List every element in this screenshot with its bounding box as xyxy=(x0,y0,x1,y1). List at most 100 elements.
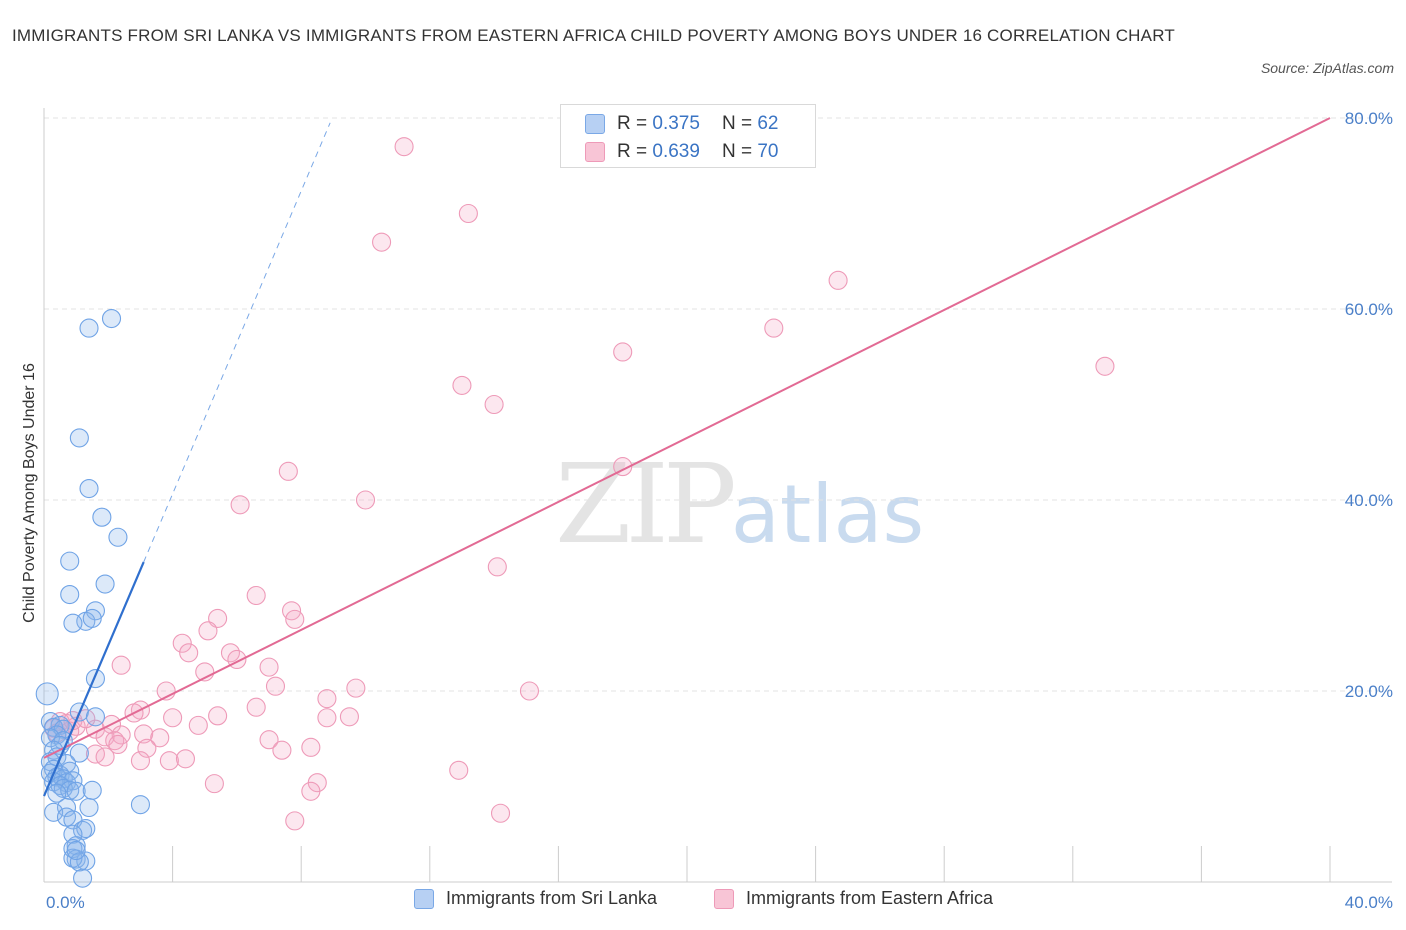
data-point-sri-lanka xyxy=(82,608,102,628)
data-point-eastern-africa xyxy=(278,461,298,481)
data-point-sri-lanka xyxy=(85,601,105,621)
data-point-eastern-africa xyxy=(285,609,305,629)
data-point-eastern-africa xyxy=(355,490,376,510)
data-point-sri-lanka xyxy=(66,781,86,801)
chart-title: IMMIGRANTS FROM SRI LANKA VS IMMIGRANTS … xyxy=(12,26,1175,45)
series-eastern-africa-points xyxy=(44,137,1115,831)
data-point-eastern-africa xyxy=(1095,356,1115,376)
y-axis-label: Child Poverty Among Boys Under 16 xyxy=(21,363,38,623)
y-tick-label: 20.0% xyxy=(1345,682,1393,701)
y-tick-labels: 20.0% 40.0% 60.0% 80.0% xyxy=(1345,109,1393,701)
legend-r-label: R = xyxy=(617,113,648,134)
data-point-eastern-africa xyxy=(285,811,305,831)
data-point-sri-lanka xyxy=(35,682,59,706)
data-point-eastern-africa xyxy=(137,738,157,758)
data-point-eastern-africa xyxy=(150,728,170,748)
legend-swatch-pink xyxy=(585,142,605,162)
trend-lines xyxy=(42,117,1331,797)
data-point-sri-lanka xyxy=(85,707,105,727)
bottom-legend-swatch-pink xyxy=(714,888,734,909)
x-tick-label-min: 0.0% xyxy=(46,893,85,912)
data-point-sri-lanka xyxy=(44,717,64,737)
data-point-eastern-africa xyxy=(487,557,507,577)
legend-swatch-blue xyxy=(585,114,605,134)
data-point-eastern-africa xyxy=(484,394,504,415)
data-point-sri-lanka xyxy=(63,613,83,633)
data-point-eastern-africa xyxy=(452,375,472,395)
data-point-eastern-africa xyxy=(265,676,286,696)
data-point-sri-lanka xyxy=(60,551,80,571)
data-point-eastern-africa xyxy=(172,633,192,653)
data-point-eastern-africa xyxy=(339,707,359,727)
data-point-sri-lanka xyxy=(63,824,83,844)
watermark-atlas: atlas xyxy=(730,468,925,561)
data-point-sri-lanka xyxy=(108,527,128,547)
data-point-eastern-africa xyxy=(246,585,266,606)
data-point-eastern-africa xyxy=(259,730,279,750)
legend-n-label: N = xyxy=(721,141,753,162)
data-point-eastern-africa xyxy=(346,678,366,698)
data-point-sri-lanka xyxy=(47,783,67,803)
legend-n-value-2: 70 xyxy=(757,141,779,162)
data-point-eastern-africa xyxy=(764,318,784,338)
data-point-eastern-africa xyxy=(134,724,154,744)
data-point-eastern-africa xyxy=(230,495,250,515)
legend-box: R = 0.375 N = 62 R = 0.639 N = 70 xyxy=(560,104,816,168)
legend-n-label: N = xyxy=(721,113,753,134)
trend-line-eastern-africa xyxy=(43,117,1331,759)
data-point-sri-lanka xyxy=(66,840,86,861)
data-point-sri-lanka xyxy=(95,574,115,594)
data-point-sri-lanka xyxy=(79,318,99,338)
data-point-eastern-africa xyxy=(111,655,131,675)
bottom-legend: Immigrants from Sri Lanka Immigrants fro… xyxy=(0,888,1406,916)
watermark-zip: ZIP xyxy=(555,440,737,568)
data-point-eastern-africa xyxy=(272,740,292,760)
series-sri-lanka-points xyxy=(35,308,150,888)
data-point-sri-lanka xyxy=(76,818,96,839)
legend-row-eastern-africa: R = 0.639 N = 70 xyxy=(585,140,778,164)
data-point-sri-lanka xyxy=(92,507,112,527)
data-point-sri-lanka xyxy=(82,780,102,800)
data-point-eastern-africa xyxy=(105,731,125,751)
data-point-eastern-africa xyxy=(317,689,337,709)
data-point-sri-lanka xyxy=(69,852,89,872)
bottom-legend-eastern-africa: Immigrants from Eastern Africa xyxy=(714,888,993,909)
x-ticks: 0.0% 40.0% xyxy=(43,846,1393,912)
data-point-sri-lanka xyxy=(69,428,89,448)
trend-line-sri-lanka xyxy=(42,561,145,797)
data-point-eastern-africa xyxy=(198,621,218,641)
bottom-legend-label-1: Immigrants from Sri Lanka xyxy=(446,888,658,908)
data-point-sri-lanka xyxy=(101,308,122,329)
data-point-sri-lanka xyxy=(130,795,150,815)
y-tick-label: 80.0% xyxy=(1345,109,1393,128)
data-point-eastern-africa xyxy=(208,706,228,726)
grid-lines xyxy=(44,117,1392,692)
bottom-legend-swatch-blue xyxy=(414,888,434,909)
data-point-eastern-africa xyxy=(130,751,150,771)
trend-line-sri-lanka-extension xyxy=(143,122,331,563)
source-label: Source: ZipAtlas.com xyxy=(1260,60,1394,76)
data-point-eastern-africa xyxy=(246,697,266,717)
data-point-eastern-africa xyxy=(188,715,208,735)
data-point-eastern-africa xyxy=(394,137,414,157)
data-point-eastern-africa xyxy=(301,781,321,801)
data-point-eastern-africa xyxy=(259,657,279,677)
data-point-sri-lanka xyxy=(79,797,99,818)
data-point-eastern-africa xyxy=(317,708,337,728)
data-point-sri-lanka xyxy=(66,836,86,856)
data-point-eastern-africa xyxy=(372,232,392,252)
data-point-eastern-africa xyxy=(458,203,478,224)
bottom-legend-label-2: Immigrants from Eastern Africa xyxy=(746,888,994,908)
data-point-eastern-africa xyxy=(490,803,511,823)
data-point-sri-lanka xyxy=(79,478,99,499)
legend-r-value-1: 0.375 xyxy=(652,113,700,134)
legend-n-value-1: 62 xyxy=(757,113,779,134)
data-point-eastern-africa xyxy=(301,737,321,757)
data-point-sri-lanka xyxy=(60,584,80,605)
data-point-eastern-africa xyxy=(449,760,469,780)
legend-row-sri-lanka: R = 0.375 N = 62 xyxy=(585,112,778,136)
y-tick-label: 60.0% xyxy=(1345,300,1393,319)
data-point-eastern-africa xyxy=(519,681,540,701)
watermark: ZIPatlas xyxy=(555,440,924,568)
